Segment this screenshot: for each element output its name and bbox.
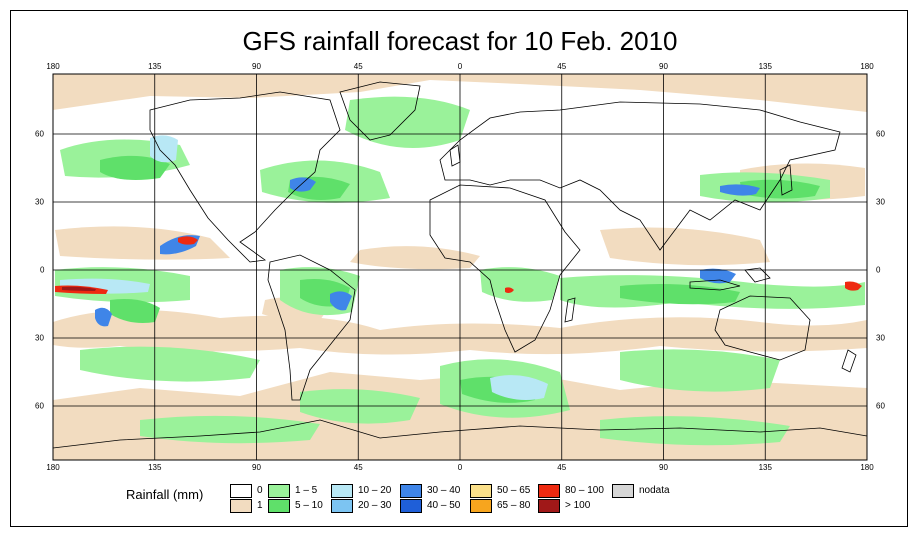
top-lon-tick-0: 0 xyxy=(457,62,463,71)
legend-title: Rainfall (mm) xyxy=(126,487,204,502)
legend-swatch-6 xyxy=(400,484,422,498)
legend-swatch-1 xyxy=(230,499,252,513)
legend-label-12: nodata xyxy=(639,485,670,496)
top-lon-tick-135w: 135 xyxy=(148,62,162,71)
legend-swatch-10 xyxy=(538,484,560,498)
rainfall-over-100-areas xyxy=(62,286,96,291)
left-lat-tick-60n: 60 xyxy=(35,129,44,139)
left-lat-tick-60s: 60 xyxy=(35,401,44,411)
legend-swatch-0 xyxy=(230,484,252,498)
rainfall-layer xyxy=(53,74,867,460)
bottom-lon-tick-180w: 180 xyxy=(46,463,60,472)
bottom-lon-tick-90w: 90 xyxy=(252,463,261,472)
legend-label-2: 1 – 5 xyxy=(295,485,318,496)
left-lat-tick-30s: 30 xyxy=(35,333,44,343)
legend-swatch-5 xyxy=(331,499,353,513)
bottom-lon-tick-45w: 45 xyxy=(353,463,363,472)
legend-label-9: 65 – 80 xyxy=(497,500,531,511)
left-lat-tick-0: 0 xyxy=(40,265,45,275)
right-lat-tick-30n: 30 xyxy=(876,197,885,207)
bottom-lon-tick-45e: 45 xyxy=(557,463,567,472)
legend-label-3: 5 – 10 xyxy=(295,500,323,511)
bottom-lon-tick-135w: 135 xyxy=(148,463,162,472)
legend-swatch-2 xyxy=(268,484,290,498)
legend-label-6: 30 – 40 xyxy=(427,485,461,496)
graticule xyxy=(53,74,867,460)
bottom-lon-tick-0: 0 xyxy=(457,463,463,472)
right-lat-tick-0: 0 xyxy=(876,265,881,275)
right-lat-tick-30s: 30 xyxy=(876,333,885,343)
figure-title: GFS rainfall forecast for 10 Feb. 2010 xyxy=(242,26,678,56)
legend-label-11: > 100 xyxy=(565,500,591,511)
legend-label-5: 20 – 30 xyxy=(358,500,392,511)
map-border xyxy=(52,73,868,461)
legend-swatch-9 xyxy=(470,499,492,513)
bottom-lon-tick-90e: 90 xyxy=(659,463,668,472)
legend-label-7: 40 – 50 xyxy=(427,500,461,511)
legend-swatch-11 xyxy=(538,499,560,513)
top-lon-tick-45w: 45 xyxy=(353,62,363,71)
figure-frame xyxy=(10,10,908,527)
legend-swatch-8 xyxy=(470,484,492,498)
left-lat-tick-30n: 30 xyxy=(35,197,44,207)
right-lat-tick-60n: 60 xyxy=(876,129,885,139)
top-lon-tick-135e: 135 xyxy=(758,62,772,71)
legend-swatch-12 xyxy=(612,484,634,498)
top-lon-tick-180w: 180 xyxy=(46,62,60,71)
legend-label-0: 0 xyxy=(257,485,263,496)
top-lon-tick-45e: 45 xyxy=(557,62,567,71)
legend-label-4: 10 – 20 xyxy=(358,485,392,496)
rainfall-10to20-areas xyxy=(60,135,548,400)
legend-label-10: 80 – 100 xyxy=(565,485,604,496)
legend-swatch-7 xyxy=(400,499,422,513)
bottom-lon-tick-135e: 135 xyxy=(758,463,772,472)
bottom-lon-tick-180e: 180 xyxy=(860,463,874,472)
top-lon-tick-90w: 90 xyxy=(252,62,261,71)
legend-label-8: 50 – 65 xyxy=(497,485,531,496)
legend-label-1: 1 xyxy=(257,500,263,511)
top-lon-tick-90e: 90 xyxy=(659,62,668,71)
top-lon-tick-180e: 180 xyxy=(860,62,874,71)
right-lat-tick-60s: 60 xyxy=(876,401,885,411)
legend-swatch-4 xyxy=(331,484,353,498)
legend-swatch-3 xyxy=(268,499,290,513)
coastlines xyxy=(53,81,867,449)
